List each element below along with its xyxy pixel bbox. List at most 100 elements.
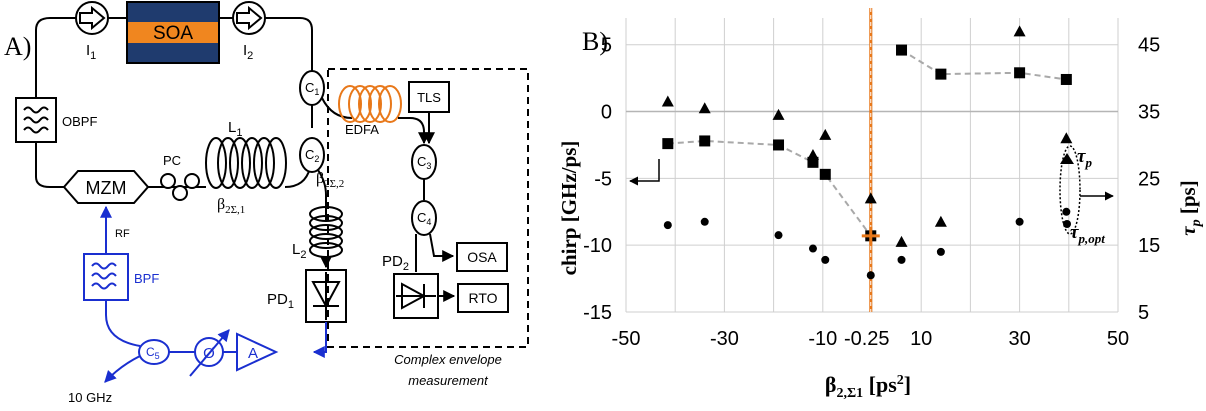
photodiode-pd1: PD1: [267, 269, 347, 323]
svg-text:PD1: PD1: [267, 291, 294, 311]
y-left-tick-label: 5: [601, 35, 612, 57]
fiber-coil-l2: β2Σ,2 L2: [292, 170, 344, 261]
tau-p-opt-circle-point: [897, 255, 906, 264]
tls-label: TLS: [417, 90, 441, 105]
svg-text:C1: C1: [305, 80, 319, 97]
tau-p-opt-circle-point: [866, 271, 875, 280]
measurement-box: [327, 68, 529, 348]
chirp-square-point: [935, 68, 947, 80]
y-right-tick-label: 15: [1138, 235, 1160, 257]
rto-block: [457, 283, 509, 313]
ring-top-fiber: [50, 17, 313, 75]
amp-label: A: [248, 345, 258, 362]
x-tick-label: 10: [910, 328, 932, 350]
panel-a-label: A): [4, 32, 31, 61]
y-left-tick-label: -10: [583, 235, 612, 257]
x-tick-label: 30: [1008, 328, 1030, 350]
tau-p-opt-circle-point: [821, 255, 830, 264]
photodiode-pd2: PD2: [382, 253, 439, 319]
tau-p-triangle-point: [772, 108, 785, 120]
box-caption-1: Complex envelope: [394, 352, 502, 367]
rf-label: RF: [115, 228, 130, 240]
circulator-c1: C1: [299, 70, 325, 106]
chirp-square-point: [773, 139, 785, 151]
tau-p-triangle-point: [661, 95, 674, 107]
coupler-c4: C4: [411, 200, 437, 236]
legend-triangle-marker: [1060, 153, 1074, 164]
tau-p-triangle-point: [698, 102, 711, 114]
osa-block: [456, 242, 508, 272]
svg-text:L2: L2: [292, 241, 306, 261]
x-tick-label: -10: [808, 328, 837, 350]
x-tick-label: -50: [612, 328, 641, 350]
legend-ellipse: τp τp,opt: [1059, 145, 1114, 246]
tau-p-triangle-point: [819, 128, 832, 140]
x-axis-title: β2,Σ1 [ps2]: [825, 372, 911, 401]
tau-p-triangle-point: [895, 235, 908, 247]
tau-p-opt-circle-point: [774, 231, 783, 240]
mzm-label: MZM: [86, 178, 127, 198]
x-special-tick-label: -0.25: [844, 328, 890, 350]
y-right-tick-label: 45: [1138, 35, 1160, 57]
y-left-axis-title: chirp [GHz/ps]: [557, 141, 581, 276]
chirp-connector-right: [900, 49, 1067, 81]
chirp-square-point: [662, 138, 674, 150]
tau-p-opt-circle-point: [1062, 207, 1071, 216]
x-tick-labels: -50 -30 -10 10 30 50 -0.25: [612, 328, 1130, 350]
bpf-label: BPF: [134, 271, 159, 286]
ring-left-lower-fiber: [35, 142, 64, 188]
tau-p-opt-circle-point: [700, 217, 709, 226]
legend-tau-p-opt: τp,opt: [1070, 222, 1105, 246]
y-right-tick-labels: 45 35 25 15 5: [1138, 35, 1160, 324]
chirp-square-point: [1014, 67, 1026, 79]
y-left-tick-labels: 5 0 -5 -10 -15: [583, 35, 612, 324]
obpf-label: OBPF: [62, 114, 97, 129]
chirp-square-point: [807, 156, 819, 168]
ring-left-upper-fiber: [35, 17, 51, 98]
filter-wave-icon: [23, 106, 49, 134]
y-left-tick-label: -15: [583, 302, 612, 324]
tau-p-triangle-point: [806, 148, 819, 160]
edfa-coil: EDFA: [338, 85, 402, 137]
y-left-tick-label: 0: [601, 102, 612, 124]
y-right-tick-label: 35: [1138, 102, 1160, 124]
edfa-label: EDFA: [345, 122, 379, 137]
chirp-square-point: [1060, 73, 1072, 85]
filter-wave-icon: [91, 262, 117, 290]
pc-label: PC: [163, 153, 181, 168]
isolator-arrow-icon: [236, 5, 263, 31]
y-right-tick-label: 5: [1138, 302, 1149, 324]
chirp-square-point: [896, 44, 908, 56]
chirp-square-point: [819, 168, 831, 180]
svg-text:I2: I2: [243, 42, 253, 62]
obpf-block: OBPF: [15, 97, 97, 143]
y-right-tick-label: 25: [1138, 168, 1160, 190]
chirp-connector-left: [667, 139, 872, 237]
svg-text:L1: L1: [228, 119, 242, 139]
tau-p-opt-circle-point: [663, 221, 672, 230]
tau-p-opt-circle-point: [1015, 217, 1024, 226]
box-caption-2: measurement: [408, 373, 489, 388]
svg-text:C2: C2: [305, 147, 319, 164]
x-tick-label: 50: [1107, 328, 1129, 350]
coupler-c3: C3: [411, 144, 437, 180]
svg-text:C4: C4: [417, 210, 431, 227]
c2-to-l2-fiber: [317, 169, 327, 220]
isolator-2: I2: [232, 1, 266, 62]
x-tick-label: -30: [710, 328, 739, 350]
tau-p-opt-circle-point: [808, 244, 817, 253]
tau-p-triangle-point: [864, 192, 877, 204]
y-left-tick-label: -5: [594, 168, 612, 190]
svg-text:β2Σ,1: β2Σ,1: [217, 196, 245, 216]
svg-text:PD2: PD2: [382, 253, 409, 273]
chirp-chart: B) -50 -30 -10 10 30 50-0.25 50-5-10-15 45352…: [557, 8, 1204, 401]
panel-b-label: B): [582, 27, 608, 56]
svg-text:C5: C5: [146, 345, 160, 361]
optimum-point-marker: [861, 226, 880, 245]
chirp-square-point: [699, 135, 711, 147]
ten-ghz-label: 10 GHz: [68, 390, 112, 405]
mzm-block: MZM: [62, 170, 150, 204]
isolator-arrow-icon: [79, 5, 106, 31]
y-right-axis-title: τp [ps]: [1176, 180, 1204, 235]
svg-text:I1: I1: [86, 42, 96, 62]
